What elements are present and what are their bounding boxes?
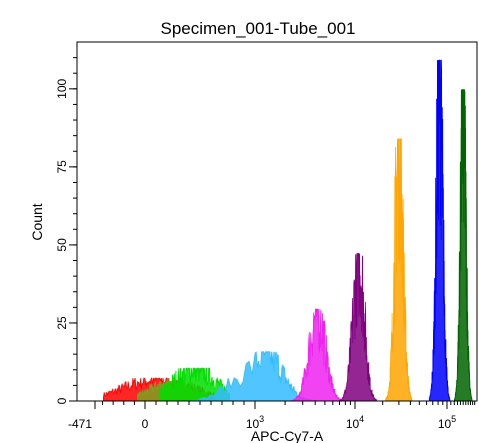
plot-frame [77,42,477,401]
histogram-series-9 [454,90,472,401]
y-axis: 0 25 50 75 100 [55,58,77,405]
y-tick-label: 50 [55,238,69,252]
chart-title: Specimen_001-Tube_001 [160,19,355,38]
histogram-series-6 [340,254,377,402]
histogram-series-8 [429,60,450,401]
histogram-series-5 [292,309,343,401]
x-axis: -471 0 103 104 105 [68,401,475,431]
y-tick-label: 25 [55,316,69,330]
y-tick-label: 0 [55,397,69,404]
series-layer [103,60,472,401]
y-tick-label: 75 [55,160,69,174]
y-tick-label: 100 [55,78,69,98]
x-tick-label: 0 [142,417,149,431]
y-axis-title: Count [29,203,45,240]
x-tick-label: 104 [346,414,364,431]
x-tick-label: -471 [68,417,92,431]
x-axis-title: APC-Cy7-A [251,428,324,443]
histogram-series-7 [386,139,413,401]
x-tick-label: 105 [438,414,456,431]
